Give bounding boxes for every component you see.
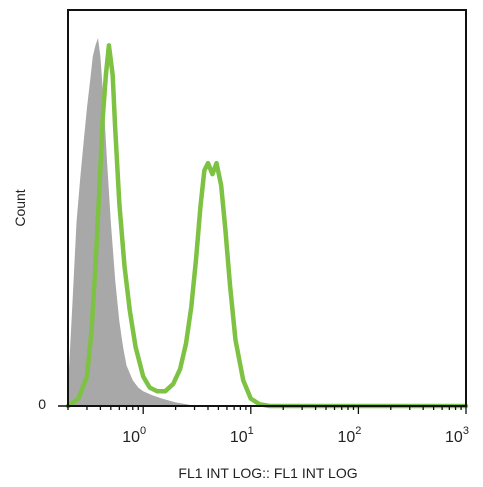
x-tick-label-2: 102 <box>337 425 361 446</box>
control-histogram-series-0 <box>68 38 195 406</box>
series-layer <box>65 38 469 409</box>
x-axis-label: FL1 INT LOG:: FL1 INT LOG <box>178 465 357 481</box>
sample-histogram-series-1 <box>65 43 469 409</box>
x-tick-label-0: 100 <box>122 425 146 446</box>
x-tick-label-3: 103 <box>445 425 469 446</box>
x-tick-label-1: 101 <box>230 425 254 446</box>
plot-frame <box>67 9 467 407</box>
y-axis-label: Count <box>12 189 28 226</box>
x-axis-ticks: 100 101 102 103 <box>67 406 469 446</box>
plot-background <box>68 10 466 406</box>
y-tick-label-0: 0 <box>38 396 46 412</box>
